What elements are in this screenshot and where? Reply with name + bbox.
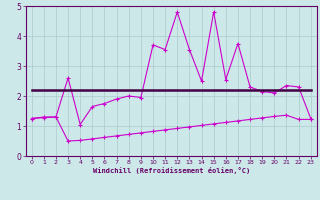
X-axis label: Windchill (Refroidissement éolien,°C): Windchill (Refroidissement éolien,°C) xyxy=(92,167,250,174)
